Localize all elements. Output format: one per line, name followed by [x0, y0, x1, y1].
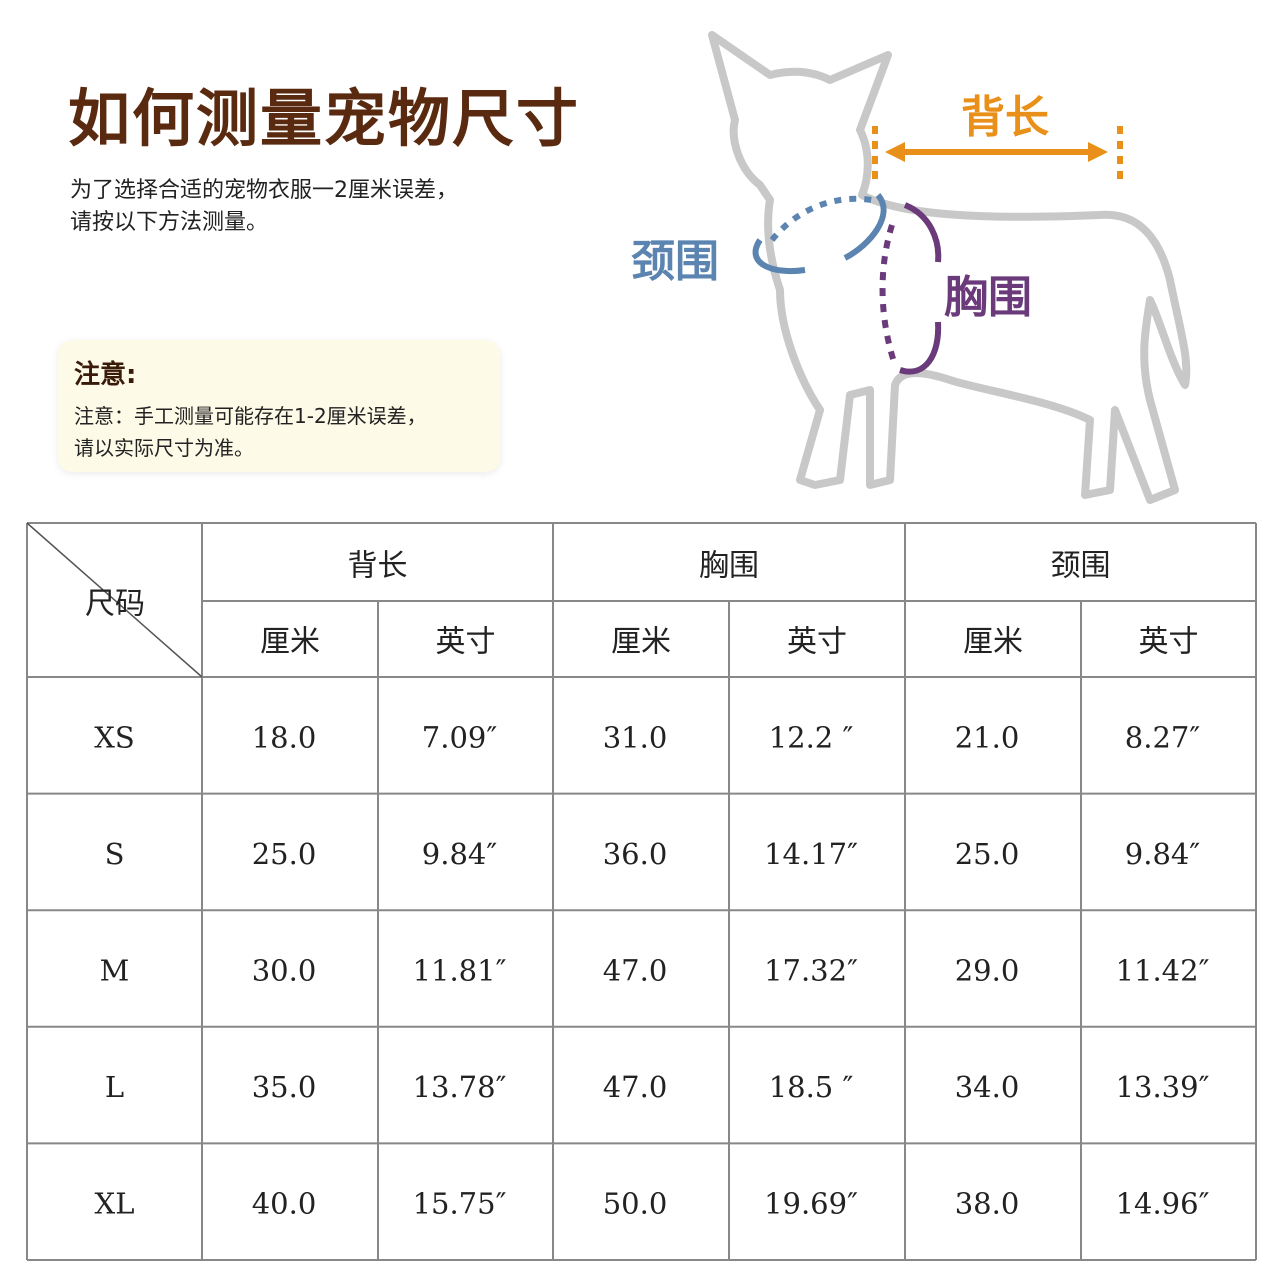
- size-label: M: [100, 954, 130, 988]
- cell-value: 29.0: [955, 954, 1020, 988]
- size-label: S: [105, 837, 125, 871]
- cell-value: 50.0: [603, 1187, 668, 1221]
- unit-header: 厘米: [260, 625, 320, 660]
- cell-value: 13.78″: [413, 1070, 507, 1104]
- cell-value: 25.0: [955, 837, 1020, 871]
- cell-value: 11.42″: [1116, 954, 1210, 988]
- cell-value: 30.0: [252, 954, 317, 988]
- cell-value: 15.75″: [413, 1187, 507, 1221]
- note-line: 请以实际尺寸为准。: [74, 436, 254, 460]
- corner-label: 尺码: [85, 587, 145, 622]
- cell-value: 8.27″: [1125, 720, 1201, 754]
- cell-value: 14.17″: [764, 837, 858, 871]
- group-header: 胸围: [699, 549, 759, 584]
- cell-value: 31.0: [603, 720, 668, 754]
- size-label: XS: [94, 720, 135, 754]
- back-length-marker: [872, 126, 1123, 185]
- group-header: 背长: [348, 549, 408, 584]
- cell-value: 21.0: [955, 720, 1020, 754]
- unit-header: 厘米: [611, 625, 671, 660]
- cell-value: 14.96″: [1116, 1187, 1210, 1221]
- neck-label: 颈围: [631, 236, 719, 287]
- cell-value: 40.0: [252, 1187, 317, 1221]
- cell-value: 13.39″: [1116, 1070, 1210, 1104]
- note-heading: 注意:: [74, 360, 137, 390]
- cell-value: 9.84″: [1125, 837, 1201, 871]
- subtitle-line: 请按以下方法测量。: [70, 210, 269, 235]
- note-box: 注意: 注意：手工测量可能存在1-2厘米误差， 请以实际尺寸为准。: [58, 340, 500, 472]
- back-length-label: 背长: [961, 92, 1049, 143]
- unit-header: 英寸: [787, 625, 847, 660]
- cell-value: 11.81″: [413, 954, 507, 988]
- cell-value: 35.0: [252, 1070, 317, 1104]
- cell-value: 18.0: [252, 720, 317, 754]
- unit-header: 英寸: [1139, 625, 1199, 660]
- cell-value: 25.0: [252, 837, 317, 871]
- title: 如何测量宠物尺寸: [68, 82, 581, 155]
- cell-value: 47.0: [603, 1070, 668, 1104]
- cell-value: 36.0: [603, 837, 668, 871]
- cell-value: 38.0: [955, 1187, 1020, 1221]
- dog-diagram: 背长 颈围 胸围: [631, 31, 1191, 504]
- group-header: 颈围: [1051, 549, 1111, 584]
- chest-label: 胸围: [944, 272, 1032, 323]
- corner-diagonal: [26, 522, 203, 678]
- cell-value: 17.32″: [764, 954, 858, 988]
- cell-value: 12.2 ″: [769, 720, 854, 754]
- unit-header: 英寸: [436, 625, 496, 660]
- chest-marker: [879, 202, 942, 375]
- subtitle-line: 为了选择合适的宠物衣服一2厘米误差，: [70, 178, 458, 203]
- cell-value: 18.5 ″: [769, 1070, 854, 1104]
- unit-header: 厘米: [963, 625, 1023, 660]
- note-line: 注意：手工测量可能存在1-2厘米误差，: [74, 404, 427, 428]
- cell-value: 19.69″: [764, 1187, 858, 1221]
- cell-value: 47.0: [603, 954, 668, 988]
- dog-outline: [708, 31, 1191, 504]
- size-label: XL: [95, 1187, 135, 1221]
- size-label: L: [105, 1070, 124, 1104]
- neck-marker: [752, 193, 887, 274]
- cell-value: 7.09″: [422, 720, 498, 754]
- cell-value: 9.84″: [422, 837, 498, 871]
- cell-value: 34.0: [955, 1070, 1020, 1104]
